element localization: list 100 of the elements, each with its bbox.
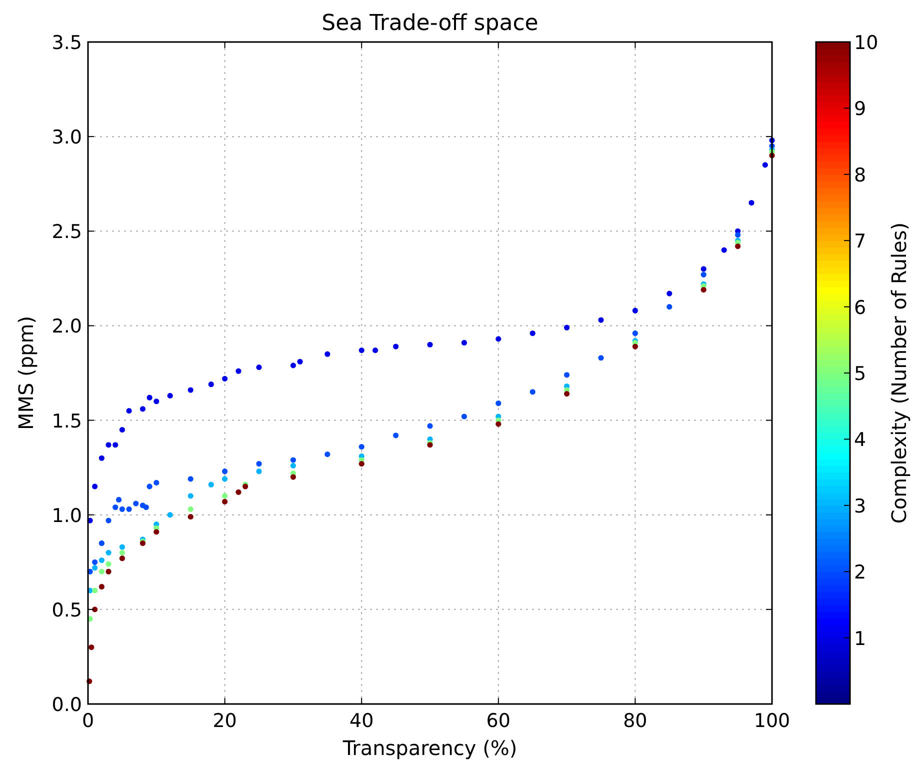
point	[92, 565, 98, 571]
point	[112, 504, 118, 510]
color-bar-label: 7	[854, 230, 866, 253]
point	[358, 444, 364, 450]
point	[119, 506, 125, 512]
point	[188, 506, 194, 512]
point	[236, 489, 242, 495]
point	[496, 421, 502, 427]
point	[530, 389, 536, 395]
x-tick-label: 100	[754, 710, 790, 732]
point	[188, 387, 194, 393]
point	[188, 476, 194, 482]
point	[666, 304, 672, 310]
point	[461, 414, 467, 420]
point	[154, 480, 160, 486]
point	[106, 561, 112, 567]
x-axis-title: Transparency (%)	[342, 736, 518, 760]
point	[222, 376, 228, 382]
point	[126, 506, 132, 512]
point	[98, 568, 104, 574]
point	[143, 504, 149, 510]
point	[106, 442, 112, 448]
point	[632, 344, 638, 350]
point	[119, 556, 125, 562]
point	[290, 362, 296, 368]
point	[92, 606, 98, 612]
x-tick-label: 20	[212, 710, 237, 732]
point	[154, 529, 160, 535]
point	[598, 355, 604, 361]
point	[358, 348, 364, 354]
y-tick-label: 0.0	[52, 694, 82, 716]
point	[324, 452, 330, 458]
point	[564, 391, 570, 397]
y-tick-label: 1.5	[52, 410, 82, 432]
point	[112, 442, 118, 448]
color-bar-label: 10	[854, 32, 878, 54]
point	[106, 550, 112, 556]
point	[167, 512, 173, 518]
point	[222, 498, 228, 504]
point	[461, 340, 467, 346]
color-bar-title: Complexity (Number of Rules)	[887, 222, 911, 524]
point	[564, 324, 570, 330]
point	[167, 392, 173, 398]
y-axis-title: MMS (ppm)	[14, 316, 38, 430]
y-tick-label: 0.5	[52, 599, 82, 622]
point	[496, 336, 502, 342]
color-bar-label: 8	[854, 164, 866, 186]
point	[290, 462, 296, 468]
point	[222, 468, 228, 474]
point	[721, 247, 727, 253]
point	[290, 457, 296, 463]
point	[358, 460, 364, 467]
color-bar-label: 9	[854, 98, 866, 120]
point	[598, 317, 604, 323]
point	[256, 468, 262, 474]
point	[666, 290, 672, 296]
point	[222, 476, 228, 482]
point	[208, 482, 214, 488]
point	[208, 382, 214, 388]
point	[530, 330, 536, 336]
point	[762, 162, 768, 168]
y-tick-label: 1.0	[52, 504, 82, 527]
point	[116, 496, 122, 503]
point	[92, 484, 98, 490]
point	[188, 514, 194, 520]
point	[98, 584, 104, 590]
point	[290, 474, 296, 480]
point	[119, 550, 125, 556]
point	[92, 588, 98, 594]
point	[106, 518, 112, 524]
point	[632, 308, 638, 314]
point	[98, 455, 104, 461]
point	[427, 423, 433, 429]
point	[735, 232, 741, 238]
color-bar-label: 1	[854, 628, 866, 650]
color-bar-label: 3	[854, 495, 866, 518]
point	[188, 493, 194, 499]
point	[700, 266, 706, 272]
point	[256, 460, 262, 467]
point	[236, 368, 242, 374]
point	[98, 557, 104, 564]
point	[146, 484, 152, 490]
point	[297, 358, 303, 364]
y-tick-label: 2.0	[52, 316, 82, 338]
point	[256, 364, 262, 370]
point	[735, 243, 741, 250]
point	[632, 330, 638, 336]
chart-title: Sea Trade-off space	[322, 11, 538, 36]
point	[106, 568, 112, 574]
y-tick-label: 3.0	[52, 126, 82, 149]
point	[748, 200, 754, 206]
point	[393, 344, 399, 350]
point	[119, 544, 125, 550]
point	[146, 394, 152, 400]
point	[119, 426, 125, 433]
point	[98, 540, 104, 546]
point	[126, 408, 132, 414]
color-bar-label: 6	[854, 296, 866, 319]
point	[140, 406, 146, 412]
x-tick-label: 60	[486, 710, 510, 732]
